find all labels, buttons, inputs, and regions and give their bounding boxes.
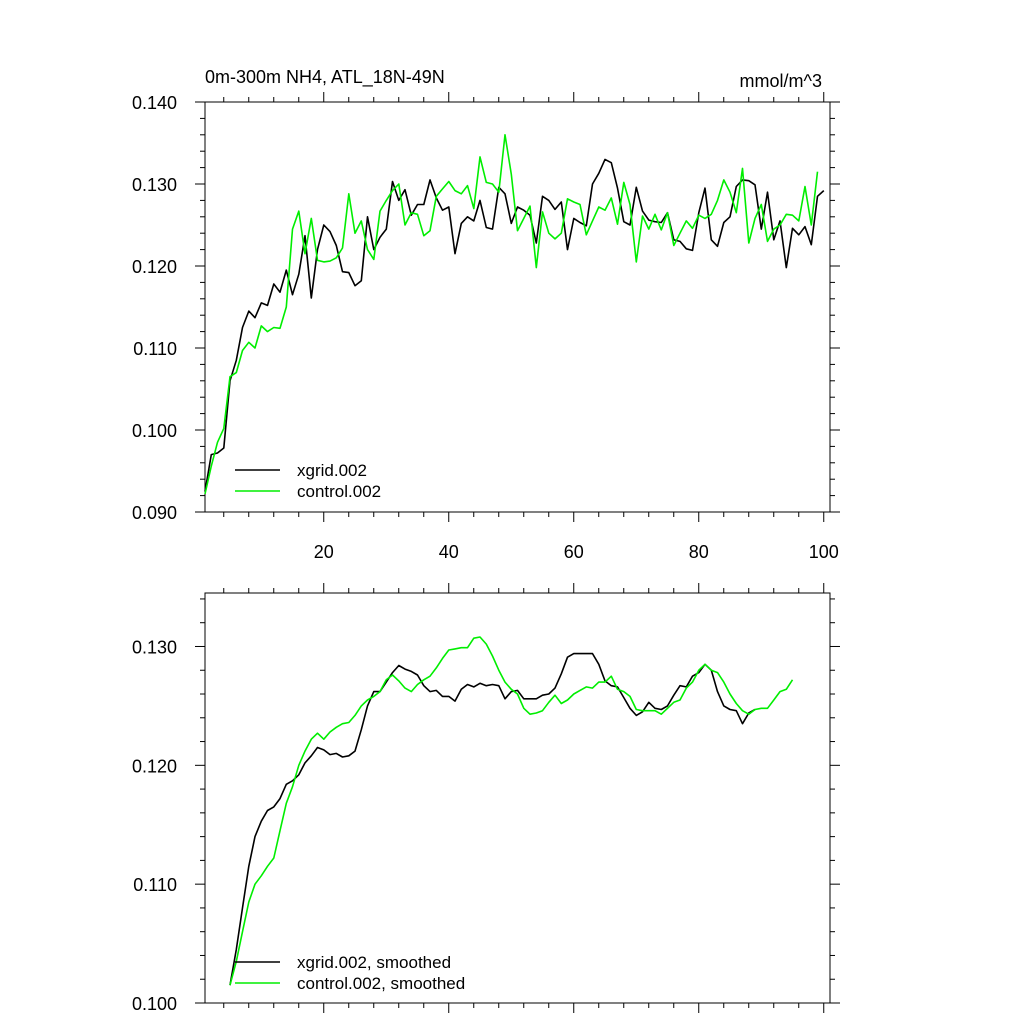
legend-label: control.002, smoothed [297,974,465,993]
units-label: mmol/m^3 [740,71,822,91]
top-panel: 20 40 60 80 100 0.090 0.100 0.110 0.120 0.130 0.14… [132,67,840,562]
y-tick-label: 0.110 [133,339,177,359]
chart-title: 0m-300m NH4, ATL_18N-49N [205,67,445,88]
legend-label: xgrid.002, smoothed [297,953,451,972]
y-tick-label: 0.110 [133,875,177,895]
y-tick-label: 0.100 [132,994,177,1014]
series-line-xgrid [229,652,756,986]
series-line-control [204,134,819,495]
series-line-xgrid [204,158,825,492]
plot-frame [204,101,831,513]
y-tick-label: 0.120 [132,756,177,776]
y-tick-label: 0.130 [132,637,177,657]
y-tick-label: 0.120 [132,257,177,277]
x-tick-label: 100 [809,542,839,562]
x-tick-label: 20 [314,542,334,562]
x-tick-label: 40 [439,542,459,562]
bottom-panel: 0.100 0.110 0.120 0.130 xgrid.002, smoothed c… [132,583,840,1014]
x-tick-label: 60 [564,542,584,562]
x-tick-label: 80 [689,542,709,562]
y-tick-label: 0.140 [132,93,177,113]
legend-label: control.002 [297,482,381,501]
series-line-control [229,636,794,986]
plot-frame [204,592,831,1004]
y-tick-label: 0.100 [132,421,177,441]
legend-label: xgrid.002 [297,461,367,480]
y-tick-label: 0.130 [132,175,177,195]
y-tick-label: 0.090 [132,503,177,523]
